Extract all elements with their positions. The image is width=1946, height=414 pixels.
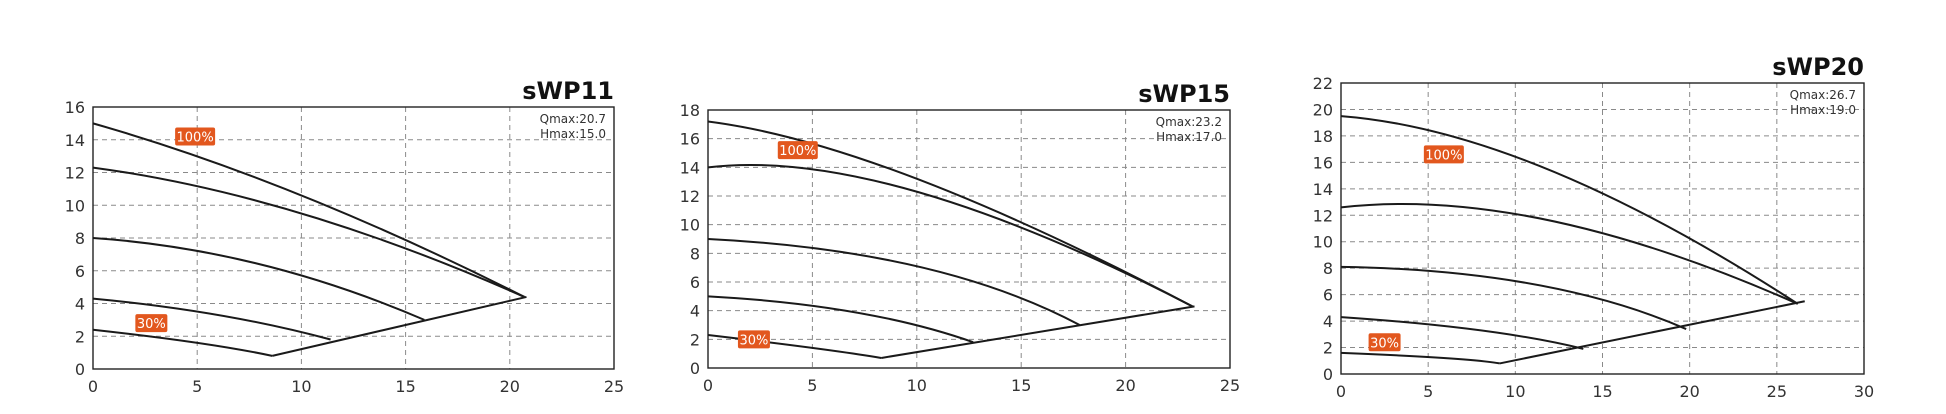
- y-tick-label: 10: [680, 216, 700, 235]
- x-tick-label: 20: [1679, 382, 1699, 401]
- x-tick-label: 20: [500, 377, 520, 396]
- y-tick-label: 4: [690, 302, 700, 321]
- y-tick-label: 4: [75, 295, 85, 314]
- y-tick-label: 14: [1313, 180, 1333, 199]
- badge-label: 30%: [137, 317, 166, 332]
- y-tick-label: 4: [1323, 312, 1333, 331]
- y-tick-label: 16: [680, 130, 700, 149]
- chart-2: 0 5 10 15 20 25 0 2 4 6 8 10 12 14 16 18 sWP15 Qmax:23.2H…: [680, 80, 1241, 395]
- y-tick-label: 0: [690, 359, 700, 378]
- y-tick-label: 22: [1313, 74, 1333, 93]
- x-tick-label: 10: [291, 377, 311, 396]
- badge-background: [737, 330, 770, 349]
- y-tick-label: 20: [1313, 100, 1333, 119]
- curve-4: [92, 297, 331, 341]
- qmax-label: Qmax:26.7: [1790, 88, 1856, 102]
- curve-3: [1340, 265, 1687, 330]
- x-tick-label: 15: [395, 377, 415, 396]
- chart-3: 0 5 10 15 20 25 30 0 2 4 6 8 10 12 14 16 18 20 22 sWP20 Qmax…: [1313, 53, 1875, 401]
- qmax-label: Qmax:20.7: [540, 112, 606, 126]
- curve-3: [707, 238, 1081, 326]
- curve-6: [881, 305, 1195, 359]
- y-tick-label: 12: [65, 164, 85, 183]
- x-tick-label: 5: [1423, 382, 1433, 401]
- chart-1: 0 5 10 15 20 25 0 2 4 6 8 10 12 14 16 sWP11 Qmax:20.7Hma…: [65, 77, 625, 396]
- x-tick-label: 25: [604, 377, 624, 396]
- curve-1: [92, 122, 525, 298]
- x-tick-label: 25: [1767, 382, 1787, 401]
- chart-title: sWP11: [522, 77, 614, 105]
- y-tick-label: 16: [1313, 153, 1333, 172]
- x-tick-label: 5: [807, 376, 817, 395]
- curve-4: [1340, 316, 1584, 350]
- x-tick-label: 0: [88, 377, 98, 396]
- y-tick-label: 10: [1313, 233, 1333, 252]
- y-tick-label: 0: [75, 360, 85, 379]
- curve-3: [92, 237, 425, 321]
- y-tick-label: 2: [1323, 339, 1333, 358]
- curve-5: [92, 328, 273, 357]
- qmax-label: Qmax:23.2: [1156, 115, 1222, 129]
- badge-label: 100%: [1425, 148, 1462, 163]
- badge-background: [777, 141, 818, 160]
- badge-label: 100%: [779, 144, 816, 159]
- x-tick-label: 15: [1011, 376, 1031, 395]
- y-tick-label: 8: [1323, 259, 1333, 278]
- x-tick-label: 15: [1592, 382, 1612, 401]
- y-tick-label: 2: [75, 327, 85, 346]
- x-tick-label: 30: [1854, 382, 1874, 401]
- chart-title: sWP20: [1772, 53, 1864, 81]
- x-tick-label: 10: [907, 376, 927, 395]
- y-tick-label: 6: [75, 262, 85, 281]
- curve-6: [1499, 300, 1805, 365]
- x-tick-label: 20: [1115, 376, 1135, 395]
- curve-2: [1340, 202, 1799, 305]
- y-tick-label: 10: [65, 196, 85, 215]
- badge-background: [1368, 333, 1401, 352]
- y-tick-label: 18: [680, 101, 700, 120]
- curve-1: [1340, 115, 1799, 305]
- x-tick-label: 0: [703, 376, 713, 395]
- y-tick-label: 0: [1323, 365, 1333, 384]
- badge-background: [135, 314, 168, 333]
- badge-label: 30%: [739, 333, 768, 348]
- y-tick-label: 8: [690, 244, 700, 263]
- hmax-label: Hmax:15.0: [540, 127, 606, 141]
- y-tick-label: 6: [1323, 286, 1333, 305]
- y-tick-label: 14: [680, 158, 700, 177]
- y-tick-label: 12: [1313, 206, 1333, 225]
- curve-2: [707, 163, 1193, 308]
- curve-1: [707, 120, 1193, 308]
- curve-4: [707, 295, 974, 344]
- y-tick-label: 12: [680, 187, 700, 206]
- curve-5: [707, 334, 882, 359]
- y-tick-label: 8: [75, 229, 85, 248]
- x-tick-label: 5: [192, 377, 202, 396]
- chart-title: sWP15: [1138, 80, 1230, 108]
- curve-6: [271, 295, 527, 357]
- plot-frame: [1340, 82, 1865, 375]
- badge-background: [175, 127, 216, 146]
- x-tick-label: 0: [1336, 382, 1346, 401]
- hmax-label: Hmax:17.0: [1156, 130, 1222, 144]
- y-tick-label: 14: [65, 131, 85, 150]
- y-tick-label: 16: [65, 98, 85, 117]
- x-tick-label: 25: [1220, 376, 1240, 395]
- curve-5: [1340, 351, 1500, 365]
- curve-2: [92, 166, 525, 298]
- badge-label: 30%: [1370, 336, 1399, 351]
- badge-background: [1423, 145, 1464, 164]
- y-tick-label: 18: [1313, 127, 1333, 146]
- y-tick-label: 2: [690, 330, 700, 349]
- y-tick-label: 6: [690, 273, 700, 292]
- hmax-label: Hmax:19.0: [1790, 103, 1856, 117]
- badge-label: 100%: [177, 130, 214, 145]
- x-tick-label: 10: [1505, 382, 1525, 401]
